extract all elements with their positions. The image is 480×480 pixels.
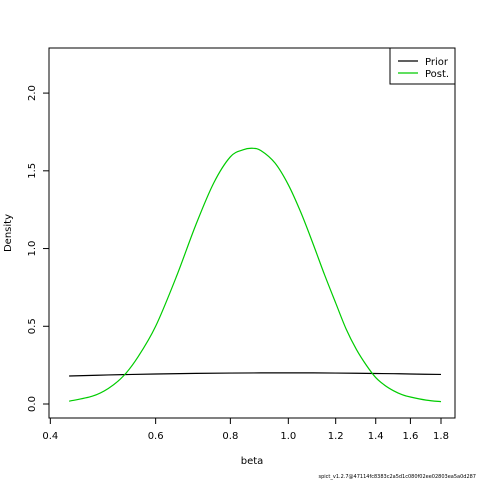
x-tick-label: 1.6 (402, 431, 418, 442)
x-axis: 0.4 0.6 0.8 1.0 1.2 1.4 1.6 1.8 (42, 417, 449, 442)
series-line-prior (69, 372, 442, 377)
y-tick-label: 0.0 (27, 396, 38, 412)
x-tick-label: 1.4 (368, 431, 384, 442)
x-tick-label: 0.6 (148, 431, 164, 442)
x-tick-label: 1.0 (280, 431, 296, 442)
series-line-post (68, 147, 442, 403)
legend-label-post: Post. (425, 69, 449, 80)
x-tick-label: 1.8 (433, 431, 449, 442)
x-tick-label: 1.2 (328, 431, 344, 442)
y-tick-label: 2.0 (27, 85, 38, 101)
y-axis-title: Density (3, 214, 14, 252)
footer-text: spict_v1.2.7@47114fc8383c2a5d1c080f02ee0… (319, 474, 477, 480)
y-tick-label: 1.0 (27, 241, 38, 257)
legend-box (389, 47, 456, 85)
series-layer (68, 147, 442, 403)
x-tick-label: 0.8 (222, 431, 238, 442)
x-axis-title: beta (241, 456, 264, 467)
plot-frame (48, 47, 456, 419)
x-tick-label: 0.4 (42, 431, 58, 442)
legend: Prior Post. (389, 47, 456, 85)
y-axis: 0.0 0.5 1.0 1.5 2.0 (27, 85, 50, 412)
legend-label-prior: Prior (425, 57, 449, 68)
y-tick-label: 0.5 (27, 318, 38, 334)
y-tick-label: 1.5 (27, 163, 38, 179)
